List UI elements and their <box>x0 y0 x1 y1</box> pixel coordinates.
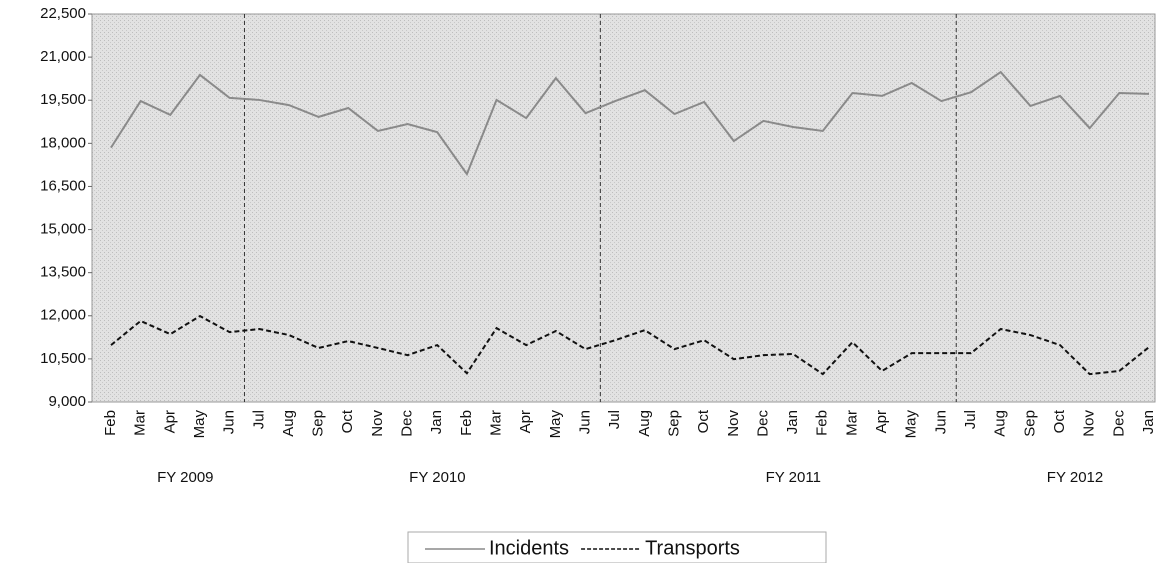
fiscal-year-label: FY 2010 <box>409 469 465 486</box>
legend: Incidents Transports <box>407 531 827 563</box>
x-tick-label: Feb <box>458 410 475 436</box>
x-tick-label: Jul <box>606 410 623 429</box>
x-tick-label: Jun <box>576 410 593 434</box>
x-tick-label: Feb <box>102 410 119 436</box>
x-tick-label: Sep <box>1021 410 1038 437</box>
x-tick-label: Apr <box>517 410 534 433</box>
series-line <box>110 314 1150 376</box>
x-tick-label: Dec <box>399 410 416 437</box>
fiscal-year-label: FY 2012 <box>1047 469 1103 486</box>
x-tick-label: Jul <box>250 410 267 429</box>
y-tick-label: 19,500 <box>40 91 86 108</box>
x-tick-label: Apr <box>873 410 890 433</box>
x-tick-label: Mar <box>843 410 860 436</box>
y-tick-label: 10,500 <box>40 350 86 367</box>
x-tick-label: Oct <box>1051 409 1068 433</box>
x-tick-label: Jan <box>784 410 801 434</box>
series-line <box>110 70 1150 177</box>
x-tick-label: Aug <box>280 410 297 437</box>
x-tick-label: May <box>903 410 920 439</box>
x-tick-label: Sep <box>665 410 682 437</box>
x-tick-label: Apr <box>161 410 178 433</box>
x-tick-label: May <box>191 410 208 439</box>
fiscal-year-label: FY 2011 <box>766 469 821 486</box>
x-tick-label: Aug <box>636 410 653 437</box>
x-tick-label: Oct <box>339 409 356 433</box>
y-tick-label: 22,500 <box>40 5 86 22</box>
plot-area <box>91 13 1156 403</box>
fiscal-year-label: FY 2009 <box>157 469 213 486</box>
y-tick-label: 13,500 <box>40 264 86 281</box>
x-tick-label: Nov <box>725 410 742 437</box>
x-tick-label: Jun <box>221 410 238 434</box>
x-tick-label: Jan <box>428 410 445 434</box>
y-tick-label: 16,500 <box>40 177 86 194</box>
legend-label: Transports <box>645 537 740 559</box>
x-tick-label: Nov <box>1081 410 1098 437</box>
x-tick-label: Jan <box>1140 410 1156 434</box>
y-tick-label: 12,000 <box>40 307 86 324</box>
x-tick-label: Nov <box>369 410 386 437</box>
y-tick-label: 21,000 <box>40 48 86 65</box>
legend-label: Incidents <box>489 537 569 559</box>
x-tick-label: Dec <box>754 410 771 437</box>
x-tick-label: Feb <box>814 410 831 436</box>
x-tick-label: Mar <box>132 410 149 436</box>
x-tick-label: Jun <box>932 410 949 434</box>
x-tick-label: Dec <box>1110 410 1127 437</box>
legend-box <box>407 531 827 563</box>
x-tick-label: Aug <box>992 410 1009 437</box>
y-tick-label: 18,000 <box>40 134 86 151</box>
x-tick-label: May <box>547 410 564 439</box>
x-tick-label: Sep <box>310 410 327 437</box>
x-tick-label: Mar <box>488 410 505 436</box>
x-tick-label: Jul <box>962 410 979 429</box>
y-tick-label: 15,000 <box>40 221 86 238</box>
y-tick-label: 9,000 <box>48 393 86 410</box>
x-tick-label: Oct <box>695 409 712 433</box>
